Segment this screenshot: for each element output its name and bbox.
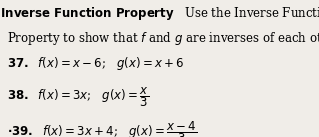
- Text: $\mathbf{\cdot 39.}$  $f(x) = 3x + 4$;   $g(x) = \dfrac{x - 4}{3}$: $\mathbf{\cdot 39.}$ $f(x) = 3x + 4$; $g…: [7, 119, 197, 137]
- Text: $\mathbf{38.}$  $f(x) = 3x$;   $g(x) = \dfrac{x}{3}$: $\mathbf{38.}$ $f(x) = 3x$; $g(x) = \dfr…: [7, 85, 149, 109]
- Text: Property to show that $f$ and $g$ are inverses of each other.: Property to show that $f$ and $g$ are in…: [7, 30, 319, 47]
- Text: ■  $\mathbf{Inverse\ Function\ Property}$   Use the Inverse Function: ■ $\mathbf{Inverse\ Function\ Property}$…: [0, 5, 319, 22]
- Text: $\mathbf{37.}$  $f(x) = x - 6$;   $g(x) = x + 6$: $\mathbf{37.}$ $f(x) = x - 6$; $g(x) = x…: [7, 55, 184, 72]
